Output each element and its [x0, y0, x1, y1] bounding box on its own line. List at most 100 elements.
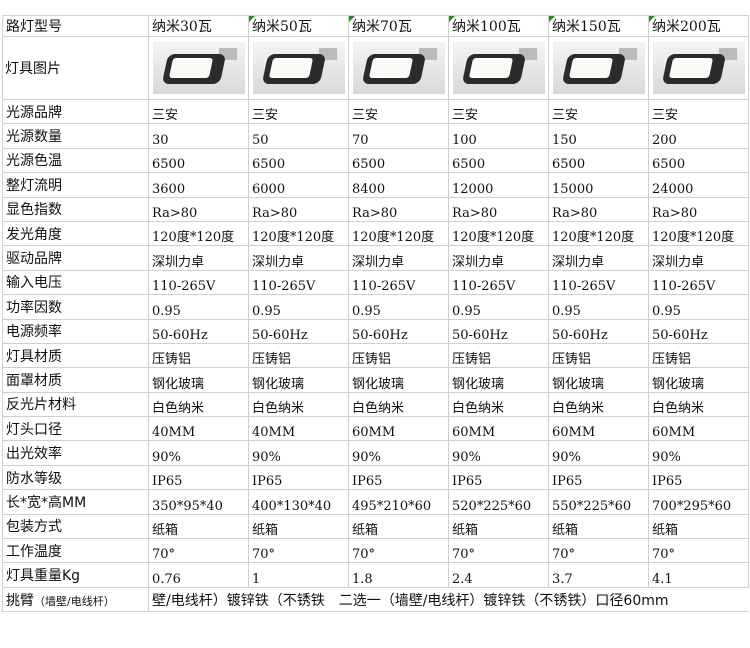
table-cell: 钢化玻璃 [648, 367, 749, 393]
table-row: 出光效率 90% 90% 90% 90% 90% 90% [2, 440, 749, 466]
table-cell: 400*130*40 [248, 489, 349, 515]
table-cell: 纸箱 [548, 513, 649, 540]
table-cell: 深圳力卓 [148, 245, 249, 271]
table-cell: 压铸铝 [248, 342, 349, 369]
table-cell: 三安 [348, 98, 449, 125]
street-lamp-image [352, 42, 445, 94]
row-label: 出光效率 [2, 440, 149, 466]
table-cell: 70° [548, 538, 649, 564]
table-cell: 495*210*60 [348, 489, 449, 515]
table-cell: 0.95 [548, 294, 649, 320]
table-cell: IP65 [548, 464, 649, 491]
table-row: 包装方式 纸箱 纸箱 纸箱 纸箱 纸箱 纸箱 [2, 513, 749, 540]
table-row: 长*宽*高MM 350*95*40 400*130*40 495*210*60 520*… [2, 489, 749, 515]
row-label: 驱动品牌 [2, 245, 149, 271]
table-cell: 深圳力卓 [548, 245, 649, 271]
arm-spec: 壁/电线杆）镀锌铁（不锈铁 二选一（墙壁/电线杆）镀锌铁（不锈铁）口径60mm [148, 586, 749, 613]
spec-table: 路灯型号 纳米30瓦 纳米50瓦 纳米70瓦 纳米100瓦 纳米150瓦 纳米200瓦 灯具图… [2, 15, 749, 613]
model-header: 纳米30瓦 [148, 15, 249, 37]
table-cell: 100 [448, 123, 549, 149]
table-cell: Ra>80 [448, 196, 549, 222]
row-label: 挑臂（墙壁/电线杆） [2, 586, 149, 613]
table-cell: 90% [248, 440, 349, 466]
street-lamp-image [152, 42, 245, 94]
table-cell: 8400 [348, 172, 449, 198]
table-cell: 120度*120度 [648, 220, 749, 247]
table-cell: 压铸铝 [648, 342, 749, 369]
table-cell: 520*225*60 [448, 489, 549, 515]
table-cell: 60MM [348, 416, 449, 442]
table-cell: IP65 [448, 464, 549, 491]
table-cell: 纸箱 [648, 513, 749, 540]
table-cell: 钢化玻璃 [148, 367, 249, 393]
table-row: 防水等级 IP65 IP65 IP65 IP65 IP65 IP65 [2, 464, 749, 491]
table-cell: 120度*120度 [348, 220, 449, 247]
table-cell: 深圳力卓 [648, 245, 749, 271]
row-label: 工作温度 [2, 538, 149, 564]
table-cell: 6500 [548, 147, 649, 174]
table-cell: 40MM [148, 416, 249, 442]
product-image-cell [348, 36, 449, 100]
model-header: 纳米150瓦 [548, 15, 649, 37]
table-cell: 70° [448, 538, 549, 564]
table-cell: 24000 [648, 172, 749, 198]
table-cell: 6500 [448, 147, 549, 174]
table-cell: Ra>80 [548, 196, 649, 222]
table-cell: 50 [248, 123, 349, 149]
model-header: 纳米100瓦 [448, 15, 549, 37]
table-row: 输入电压 110-265V 110-265V 110-265V 110-265V 110-… [2, 269, 749, 296]
table-cell: 50-60Hz [248, 318, 349, 344]
table-cell: 60MM [648, 416, 749, 442]
table-cell: 压铸铝 [548, 342, 649, 369]
table-cell: 90% [648, 440, 749, 466]
table-cell: 30 [148, 123, 249, 149]
product-image-cell [248, 36, 349, 100]
comment-marker-icon [649, 16, 655, 22]
table-cell: 1.8 [348, 562, 449, 588]
table-cell: 90% [448, 440, 549, 466]
table-cell: 110-265V [248, 269, 349, 296]
table-cell: 110-265V [148, 269, 249, 296]
model-header: 纳米200瓦 [648, 15, 749, 37]
model-header: 纳米70瓦 [348, 15, 449, 37]
comment-marker-icon [449, 16, 455, 22]
table-cell: 4.1 [648, 562, 749, 588]
table-cell: 50-60Hz [648, 318, 749, 344]
table-cell: 纸箱 [248, 513, 349, 540]
model-header: 纳米50瓦 [248, 15, 349, 37]
table-cell: 三安 [248, 98, 349, 125]
table-cell: 120度*120度 [548, 220, 649, 247]
table-cell: Ra>80 [248, 196, 349, 222]
image-row: 灯具图片 [2, 36, 749, 100]
product-image-cell [548, 36, 649, 100]
table-cell: 0.95 [248, 294, 349, 320]
table-cell: 6000 [248, 172, 349, 198]
row-label: 灯具图片 [2, 36, 149, 100]
table-cell: 350*95*40 [148, 489, 249, 515]
table-cell: 3.7 [548, 562, 649, 588]
table-cell: 200 [648, 123, 749, 149]
table-cell: 3600 [148, 172, 249, 198]
table-cell: 40MM [248, 416, 349, 442]
product-image-cell [648, 36, 749, 100]
comment-marker-icon [249, 16, 255, 22]
table-cell: 白色纳米 [248, 391, 349, 418]
table-cell: 0.76 [148, 562, 249, 588]
table-cell: 压铸铝 [148, 342, 249, 369]
row-label: 电源频率 [2, 318, 149, 344]
row-label: 包装方式 [2, 513, 149, 540]
row-label: 整灯流明 [2, 172, 149, 198]
table-cell: Ra>80 [148, 196, 249, 222]
table-cell: 0.95 [348, 294, 449, 320]
table-row: 工作温度 70° 70° 70° 70° 70° 70° [2, 538, 749, 564]
comment-marker-icon [549, 16, 555, 22]
row-label: 显色指数 [2, 196, 149, 222]
table-cell: 50-60Hz [348, 318, 449, 344]
table-cell: 深圳力卓 [348, 245, 449, 271]
table-cell: 深圳力卓 [448, 245, 549, 271]
table-cell: 120度*120度 [248, 220, 349, 247]
table-cell: 钢化玻璃 [248, 367, 349, 393]
table-row: 整灯流明 3600 6000 8400 12000 15000 24000 [2, 172, 749, 198]
table-cell: 60MM [548, 416, 649, 442]
table-cell: 6500 [648, 147, 749, 174]
